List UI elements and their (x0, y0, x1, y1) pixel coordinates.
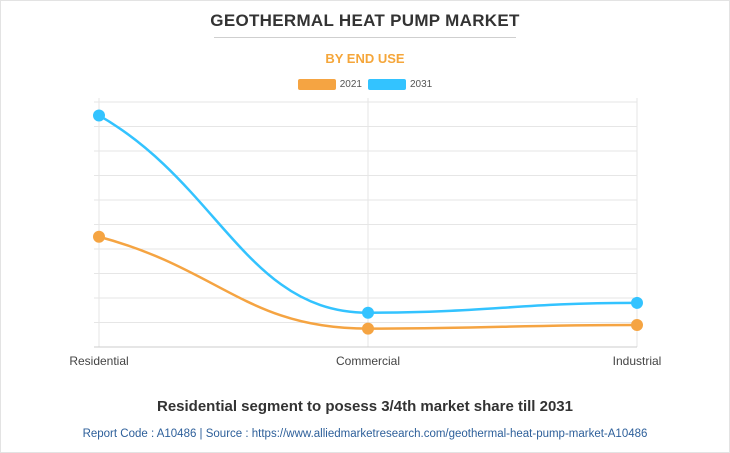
title-divider (214, 37, 516, 38)
data-point-2031-commercial (362, 306, 374, 319)
source-footer[interactable]: Report Code : A10486 | Source : https://… (82, 428, 648, 440)
legend-label-2031: 2031 (410, 79, 433, 90)
chart-title: GEOTHERMAL HEAT PUMP MARKET (210, 11, 520, 30)
data-point-2031-residential (93, 109, 105, 122)
data-point-2021-residential (93, 230, 105, 243)
legend-item-2031[interactable]: 2031 (368, 79, 432, 90)
series-line-2031 (98, 114, 638, 314)
legend-label-2021: 2021 (339, 79, 362, 90)
chart-subtitle: BY END USE (325, 51, 405, 66)
x-tick-label: Residential (69, 354, 128, 368)
legend-item-2021[interactable]: 2021 (297, 79, 362, 90)
legend: 2021 2031 (0, 79, 730, 90)
data-point-2021-commercial (362, 322, 374, 335)
legend-swatch-2031 (368, 79, 406, 90)
data-point-2031-industrial (631, 296, 643, 309)
x-tick-label: Industrial (613, 354, 662, 368)
legend-swatch-2021 (297, 79, 336, 90)
chart-headline: Residential segment to posess 3/4th mark… (156, 398, 573, 415)
x-tick-label: Commercial (336, 354, 400, 368)
data-point-2021-industrial (631, 318, 643, 331)
